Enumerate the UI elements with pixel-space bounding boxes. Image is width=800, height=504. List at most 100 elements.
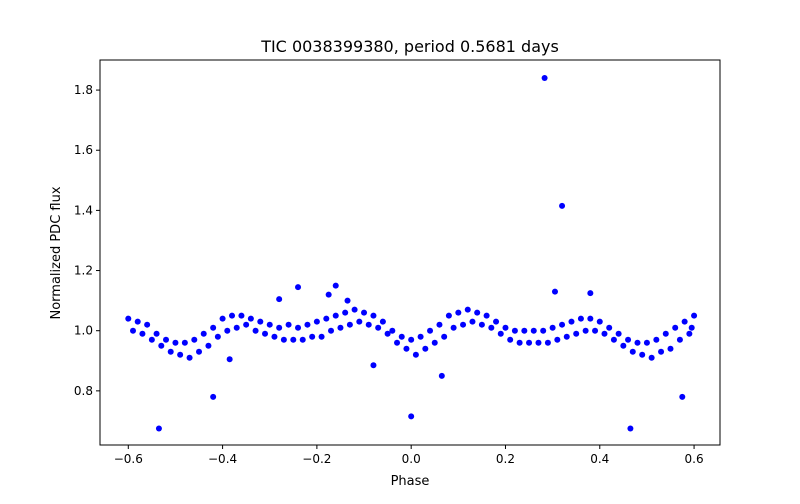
data-point [177, 351, 184, 358]
data-point [427, 327, 434, 334]
data-point [389, 327, 396, 334]
y-tick-label: 0.8 [74, 384, 93, 398]
data-point [469, 318, 476, 325]
data-point [191, 336, 198, 343]
data-point [181, 339, 188, 346]
data-point [403, 345, 410, 352]
plot-frame [99, 59, 721, 446]
data-point [370, 312, 377, 319]
data-point [554, 336, 561, 343]
data-point [639, 351, 646, 358]
data-point [328, 327, 335, 334]
data-point [276, 324, 283, 331]
data-point [493, 318, 500, 325]
data-point [224, 327, 231, 334]
data-point [356, 318, 363, 325]
data-point [219, 315, 226, 322]
data-point [688, 324, 695, 331]
data-point [455, 309, 462, 316]
data-point [134, 318, 141, 325]
data-point [375, 324, 382, 331]
x-axis-label: Phase [391, 474, 430, 489]
x-tick-label: 0.4 [590, 452, 609, 466]
y-axis-label: Normalized PDC flux [49, 186, 64, 319]
data-point [541, 75, 548, 82]
x-tick-label: −0.4 [208, 452, 237, 466]
data-point [478, 321, 485, 328]
data-point [243, 321, 250, 328]
data-point [483, 312, 490, 319]
data-point [648, 354, 655, 361]
data-point [210, 324, 217, 331]
data-point [629, 348, 636, 355]
data-point [394, 339, 401, 346]
data-point [252, 327, 259, 334]
data-point [299, 336, 306, 343]
data-point [601, 330, 608, 337]
data-point [497, 330, 504, 337]
data-point [214, 333, 221, 340]
data-point [295, 324, 302, 331]
data-point [474, 309, 481, 316]
data-point [384, 330, 391, 337]
data-point [596, 318, 603, 325]
data-point [342, 309, 349, 316]
data-point [155, 425, 162, 432]
data-point [332, 312, 339, 319]
data-point [271, 333, 278, 340]
data-point [148, 336, 155, 343]
data-point [290, 336, 297, 343]
data-point [592, 327, 599, 334]
y-tick-label: 1.2 [74, 264, 93, 278]
data-point [153, 330, 160, 337]
data-point [361, 309, 368, 316]
data-point [610, 336, 617, 343]
data-point [606, 324, 613, 331]
data-point [125, 315, 132, 322]
data-point [436, 321, 443, 328]
data-point [625, 336, 632, 343]
data-point [464, 306, 471, 313]
data-point [172, 339, 179, 346]
data-point [200, 330, 207, 337]
data-point [568, 318, 575, 325]
data-point [526, 339, 533, 346]
data-point [530, 327, 537, 334]
data-point [233, 324, 240, 331]
data-point [662, 330, 669, 337]
chart-title: TIC 0038399380, period 0.5681 days [260, 37, 559, 56]
data-point [549, 324, 556, 331]
data-point [370, 362, 377, 369]
data-point [323, 315, 330, 322]
data-point [627, 425, 634, 432]
data-point [266, 321, 273, 328]
data-point [398, 333, 405, 340]
data-point [196, 348, 203, 355]
x-tick-label: −0.6 [114, 452, 143, 466]
data-point [672, 324, 679, 331]
data-point [488, 324, 495, 331]
data-point [681, 318, 688, 325]
data-point [643, 339, 650, 346]
data-point [582, 327, 589, 334]
data-point [559, 202, 566, 209]
data-point [247, 315, 254, 322]
data-point [144, 321, 151, 328]
data-point [516, 339, 523, 346]
y-tick-label: 1.8 [74, 83, 93, 97]
data-point [691, 312, 698, 319]
data-point [337, 324, 344, 331]
data-point [318, 333, 325, 340]
data-point [285, 321, 292, 328]
data-point [587, 290, 594, 297]
data-point [445, 312, 452, 319]
data-point [573, 330, 580, 337]
data-point [262, 330, 269, 337]
data-point [460, 321, 467, 328]
y-axis-ticks: 0.8 1.0 1.2 1.4 1.6 1.8 [74, 83, 100, 398]
data-point [304, 321, 311, 328]
data-point [408, 413, 415, 420]
data-point [431, 339, 438, 346]
data-point [507, 336, 514, 343]
